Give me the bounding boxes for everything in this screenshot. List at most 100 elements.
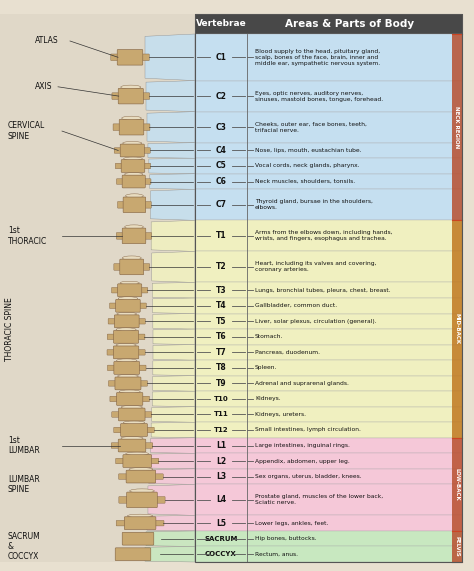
Text: Stomach.: Stomach. [255,335,283,339]
Text: Vocal cords, neck glands, pharynx.: Vocal cords, neck glands, pharynx. [255,163,359,168]
FancyBboxPatch shape [136,349,145,355]
FancyBboxPatch shape [140,396,149,401]
FancyBboxPatch shape [118,89,143,104]
Text: Neck muscles, shoulders, tonsils.: Neck muscles, shoulders, tonsils. [255,179,355,184]
Text: Spleen.: Spleen. [255,365,277,371]
FancyBboxPatch shape [123,197,146,212]
FancyBboxPatch shape [112,412,121,417]
Text: Prostate gland, muscles of the lower back,
Sciatic nerve.: Prostate gland, muscles of the lower bac… [255,494,383,505]
FancyBboxPatch shape [118,474,129,479]
FancyBboxPatch shape [115,548,151,561]
FancyBboxPatch shape [126,470,156,483]
Text: C4: C4 [216,146,227,155]
Polygon shape [149,469,195,484]
FancyBboxPatch shape [109,381,118,386]
Text: Gallbladder, common duct.: Gallbladder, common duct. [255,303,337,308]
FancyBboxPatch shape [141,264,150,270]
Text: MID-BACK: MID-BACK [455,313,459,345]
Ellipse shape [117,359,137,362]
Ellipse shape [119,390,140,393]
Polygon shape [150,438,195,453]
FancyBboxPatch shape [137,365,146,371]
Text: T5: T5 [216,317,226,326]
Polygon shape [153,344,195,360]
Ellipse shape [116,343,136,347]
Bar [195,220,462,251]
FancyBboxPatch shape [110,396,119,401]
FancyBboxPatch shape [141,148,150,153]
Text: NECK REGION: NECK REGION [455,106,459,148]
FancyBboxPatch shape [115,163,124,169]
Text: C7: C7 [216,200,227,210]
Bar [195,251,462,283]
FancyBboxPatch shape [117,50,143,65]
Text: Blood supply to the head, pituitary gland,
scalp, bones of the face, brain, inne: Blood supply to the head, pituitary glan… [255,49,380,66]
Bar [195,438,462,453]
Bar [195,112,462,143]
Text: CERVICAL
SPINE: CERVICAL SPINE [8,122,45,141]
FancyBboxPatch shape [114,264,123,270]
Text: T9: T9 [216,379,226,388]
FancyBboxPatch shape [123,455,152,468]
Ellipse shape [125,172,143,176]
FancyBboxPatch shape [143,232,152,239]
Ellipse shape [129,468,153,471]
FancyBboxPatch shape [120,424,147,436]
Text: Appendix, abdomen, upper leg.: Appendix, abdomen, upper leg. [255,459,350,464]
Text: T7: T7 [216,348,227,357]
Ellipse shape [116,328,136,331]
FancyBboxPatch shape [142,412,152,417]
Text: T11: T11 [214,412,228,417]
Bar [195,344,462,360]
Text: L2: L2 [216,457,226,465]
Text: T6: T6 [216,332,226,341]
FancyBboxPatch shape [140,54,149,61]
Ellipse shape [121,405,142,409]
FancyBboxPatch shape [116,232,125,239]
Polygon shape [145,546,195,562]
Text: T10: T10 [214,396,228,402]
Bar [452,34,462,220]
FancyBboxPatch shape [136,334,145,340]
Polygon shape [153,313,195,329]
Polygon shape [148,484,195,516]
Polygon shape [146,81,195,112]
Text: Arms from the elbows down, including hands,
wrists, and fingers, esophagus and t: Arms from the elbows down, including han… [255,230,392,242]
FancyBboxPatch shape [153,520,164,526]
Text: ATLAS: ATLAS [35,37,59,46]
FancyBboxPatch shape [118,408,145,421]
Bar [195,174,462,190]
Text: Areas & Parts of Body: Areas & Parts of Body [285,19,414,29]
Ellipse shape [126,194,143,198]
Polygon shape [145,34,195,81]
Polygon shape [149,158,195,174]
FancyBboxPatch shape [107,334,117,340]
Bar [195,283,462,298]
FancyBboxPatch shape [118,284,142,296]
FancyBboxPatch shape [118,439,146,452]
Bar [195,469,462,484]
FancyBboxPatch shape [142,163,151,169]
Text: Small intestines, lymph circulation.: Small intestines, lymph circulation. [255,428,361,432]
Bar [195,422,462,438]
Bar [195,546,462,562]
Bar [195,14,462,34]
Text: Kidneys.: Kidneys. [255,396,281,401]
Bar [195,453,462,469]
Bar [452,531,462,562]
FancyBboxPatch shape [143,202,151,208]
Bar [195,516,462,531]
Polygon shape [152,407,195,422]
Text: T1: T1 [216,231,226,240]
Ellipse shape [126,452,149,456]
FancyBboxPatch shape [120,144,144,157]
Bar [195,158,462,174]
FancyBboxPatch shape [114,148,123,153]
FancyBboxPatch shape [117,392,143,405]
Polygon shape [153,298,195,313]
Text: Pancreas, duodenum.: Pancreas, duodenum. [255,350,320,355]
FancyBboxPatch shape [136,319,146,324]
FancyBboxPatch shape [114,331,138,343]
FancyBboxPatch shape [124,517,156,529]
Polygon shape [152,283,195,298]
